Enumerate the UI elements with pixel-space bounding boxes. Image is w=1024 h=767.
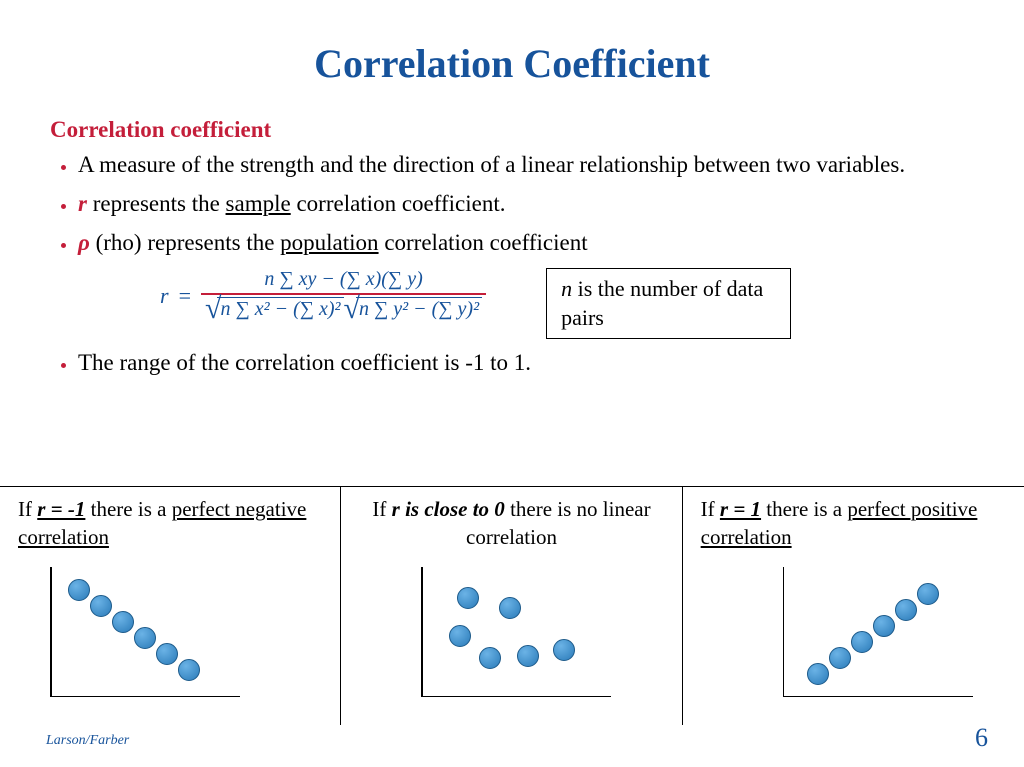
- panel-negative: If r = -1 there is a perfect negative co…: [0, 487, 341, 725]
- bullet-3: ρ (rho) represents the population correl…: [78, 227, 974, 258]
- scatter-positive: [783, 567, 973, 697]
- correlation-formula: r = n ∑ xy − (∑ x)(∑ y) √n ∑ x² − (∑ x)²…: [160, 268, 486, 324]
- scatter-dot: [851, 631, 873, 653]
- scatter-dot: [829, 647, 851, 669]
- three-panel-row: If r = -1 there is a perfect negative co…: [0, 486, 1024, 725]
- x-axis: [50, 696, 240, 698]
- scatter-dot: [917, 583, 939, 605]
- scatter-dot: [449, 625, 471, 647]
- scatter-dot: [479, 647, 501, 669]
- bullet-1: A measure of the strength and the direct…: [78, 149, 974, 180]
- scatter-dot: [134, 627, 156, 649]
- scatter-dot: [156, 643, 178, 665]
- footer-credit: Larson/Farber: [46, 733, 129, 749]
- panel-zero: If r is close to 0 there is no linear co…: [341, 487, 682, 725]
- scatter-dot: [517, 645, 539, 667]
- scatter-dot: [178, 659, 200, 681]
- bullet-4: The range of the correlation coefficient…: [78, 347, 974, 378]
- rho-symbol: ρ: [78, 230, 90, 255]
- scatter-dot: [112, 611, 134, 633]
- scatter-dot: [499, 597, 521, 619]
- scatter-dot: [457, 587, 479, 609]
- scatter-dot: [90, 595, 112, 617]
- page-number: 6: [975, 723, 988, 753]
- scatter-dot: [873, 615, 895, 637]
- scatter-dot: [553, 639, 575, 661]
- subheading: Correlation coefficient: [50, 117, 974, 143]
- scatter-dot: [68, 579, 90, 601]
- x-axis: [783, 696, 973, 698]
- n-note-box: n is the number of data pairs: [546, 268, 791, 339]
- scatter-zero: [421, 567, 611, 697]
- bullet-list: A measure of the strength and the direct…: [50, 149, 974, 258]
- scatter-dot: [895, 599, 917, 621]
- scatter-negative: [50, 567, 240, 697]
- panel-positive: If r = 1 there is a perfect positive cor…: [683, 487, 1024, 725]
- x-axis: [421, 696, 611, 698]
- scatter-dot: [807, 663, 829, 685]
- r-symbol: r: [78, 191, 87, 216]
- slide-title: Correlation Coefficient: [50, 40, 974, 87]
- y-axis: [421, 567, 423, 697]
- y-axis: [50, 567, 52, 697]
- bullet-2: r represents the sample correlation coef…: [78, 188, 974, 219]
- y-axis: [783, 567, 785, 697]
- bullet-list-2: The range of the correlation coefficient…: [50, 347, 974, 378]
